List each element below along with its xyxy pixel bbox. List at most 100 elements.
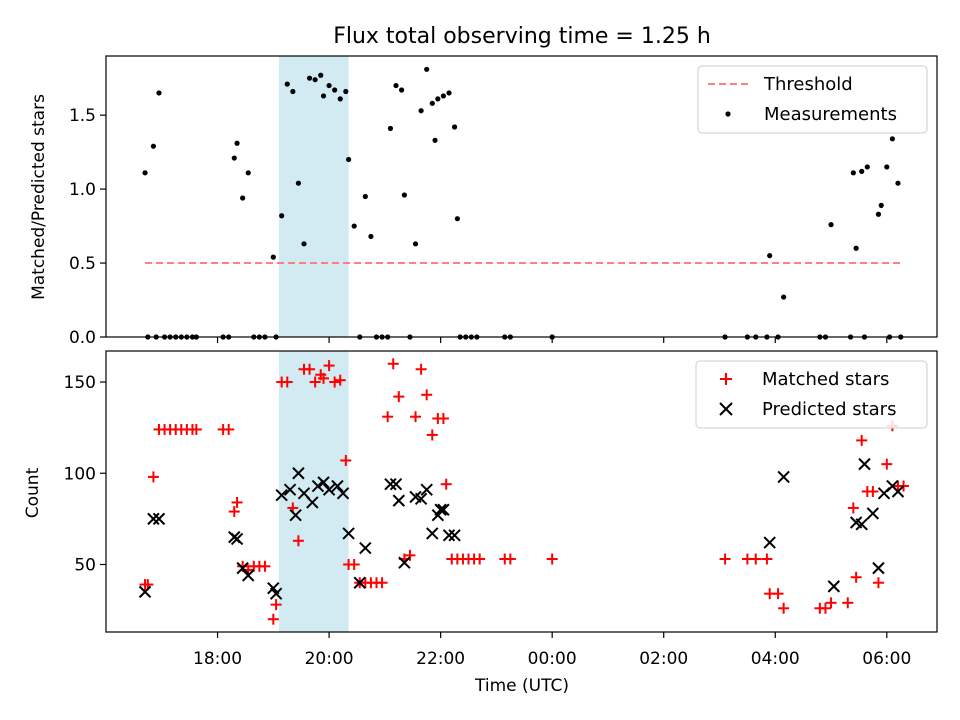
measurement-point: [393, 82, 399, 89]
measurement-point: [312, 77, 318, 83]
measurement-point: [446, 90, 452, 96]
top-y-axis: 0.0 0.5 1.0 1.5: [69, 106, 106, 348]
matched-star-point: [259, 560, 271, 572]
measurement-point: [878, 202, 884, 208]
matched-star-point: [847, 502, 859, 514]
measurement-point: [150, 143, 157, 149]
predicted-star-point: [342, 527, 355, 540]
matched-star-point: [842, 597, 854, 609]
matched-star-point: [426, 429, 438, 441]
matched-star-point: [190, 423, 202, 435]
matched-star-point: [237, 560, 249, 572]
top-y-tick-label: 0.5: [69, 254, 96, 274]
matched-star-point: [318, 372, 330, 384]
matched-star-point: [421, 389, 433, 401]
measurement-point: [346, 156, 352, 163]
bottom-y-axis: 50 100 150: [64, 373, 106, 575]
measurement-point: [270, 254, 276, 260]
predicted-star-point: [866, 507, 880, 520]
measurement-point: [451, 124, 458, 130]
matched-star-point: [404, 549, 416, 561]
matched-star-point: [323, 360, 335, 372]
predicted-star-point: [242, 569, 255, 582]
bottom-legend-box: [695, 360, 928, 429]
predicted-star-point: [827, 580, 841, 593]
top-legend-label-measurements: Measurements: [764, 104, 897, 125]
measurements-legend-swatch: [725, 111, 731, 117]
top-plot-marks: [142, 66, 904, 340]
bottom-y-axis-label: Count: [23, 467, 43, 518]
bottom-axes-frame: [105, 350, 938, 633]
measurement-point: [864, 164, 870, 170]
top-y-tick-label: 1.5: [69, 106, 96, 126]
measurement-point: [418, 108, 424, 114]
matched-star-point: [334, 374, 346, 386]
measurement-point: [320, 93, 327, 99]
chart-title: Flux total observing time = 1.25 h: [333, 24, 711, 49]
predicted-legend-swatch: [719, 402, 733, 416]
x-axis-label: Time (UTC): [474, 676, 569, 696]
matched-star-point: [719, 553, 731, 565]
matched-star-point: [825, 597, 837, 609]
x-tick-label: 20:00: [305, 649, 354, 669]
top-highlight-span: [278, 56, 349, 337]
top-legend-box: [697, 65, 928, 134]
measurement-point: [301, 241, 307, 247]
matched-star-point: [872, 577, 884, 589]
matched-star-point: [281, 376, 293, 388]
bottom-y-tick-label: 150: [64, 373, 96, 393]
bottom-plot-marks: [138, 358, 910, 625]
matched-star-point: [270, 599, 282, 611]
predicted-star-point: [138, 585, 152, 599]
matched-star-point: [881, 458, 893, 470]
matched-star-point: [898, 480, 910, 492]
measurement-point: [290, 88, 296, 95]
predicted-star-point: [434, 503, 447, 516]
measurement-point: [362, 193, 368, 200]
predicted-star-point: [283, 483, 297, 496]
measurement-point: [828, 222, 834, 228]
matched-star-point: [440, 478, 452, 490]
predicted-star-point: [389, 477, 403, 491]
matched-star-point: [304, 363, 316, 375]
predicted-star-point: [398, 556, 411, 569]
predicted-star-point: [858, 457, 871, 471]
matched-star-point: [856, 434, 868, 446]
matched-star-point: [474, 553, 486, 565]
x-tick-label: 18:00: [193, 649, 242, 669]
matched-star-point: [504, 553, 516, 565]
predicted-star-point: [855, 518, 868, 531]
measurement-point: [424, 66, 430, 72]
matched-star-point: [850, 571, 862, 583]
predicted-star-point: [777, 470, 790, 484]
measurement-point: [859, 168, 865, 174]
measurement-point: [767, 253, 773, 259]
matched-star-point: [228, 506, 240, 518]
x-tick-label: 02:00: [639, 649, 688, 669]
top-axes-frame: [105, 55, 938, 338]
measurement-point: [351, 223, 357, 229]
measurement-point: [318, 72, 324, 78]
measurement-point: [387, 125, 394, 132]
matched-star-point: [231, 496, 243, 508]
matched-star-point: [761, 553, 773, 565]
measurement-point: [343, 88, 349, 95]
predicted-star-point: [414, 492, 428, 506]
measurement-point: [368, 233, 374, 240]
matched-star-point: [340, 454, 352, 466]
measurement-point: [337, 96, 343, 102]
measurement-point: [240, 195, 246, 201]
measurement-point: [326, 82, 332, 89]
measurement-point: [850, 170, 856, 176]
matched-star-point: [415, 363, 427, 375]
matched-star-point: [437, 413, 449, 425]
measurement-point: [398, 87, 405, 93]
top-y-tick-label: 0.0: [69, 328, 96, 348]
matched-legend-swatch: [720, 373, 732, 385]
predicted-star-point: [426, 527, 439, 540]
measurement-point: [234, 140, 240, 146]
measurement-point: [332, 87, 338, 93]
top-legend: Threshold Measurements: [697, 65, 928, 134]
matched-star-point: [329, 376, 341, 388]
predicted-star-point: [152, 512, 166, 526]
